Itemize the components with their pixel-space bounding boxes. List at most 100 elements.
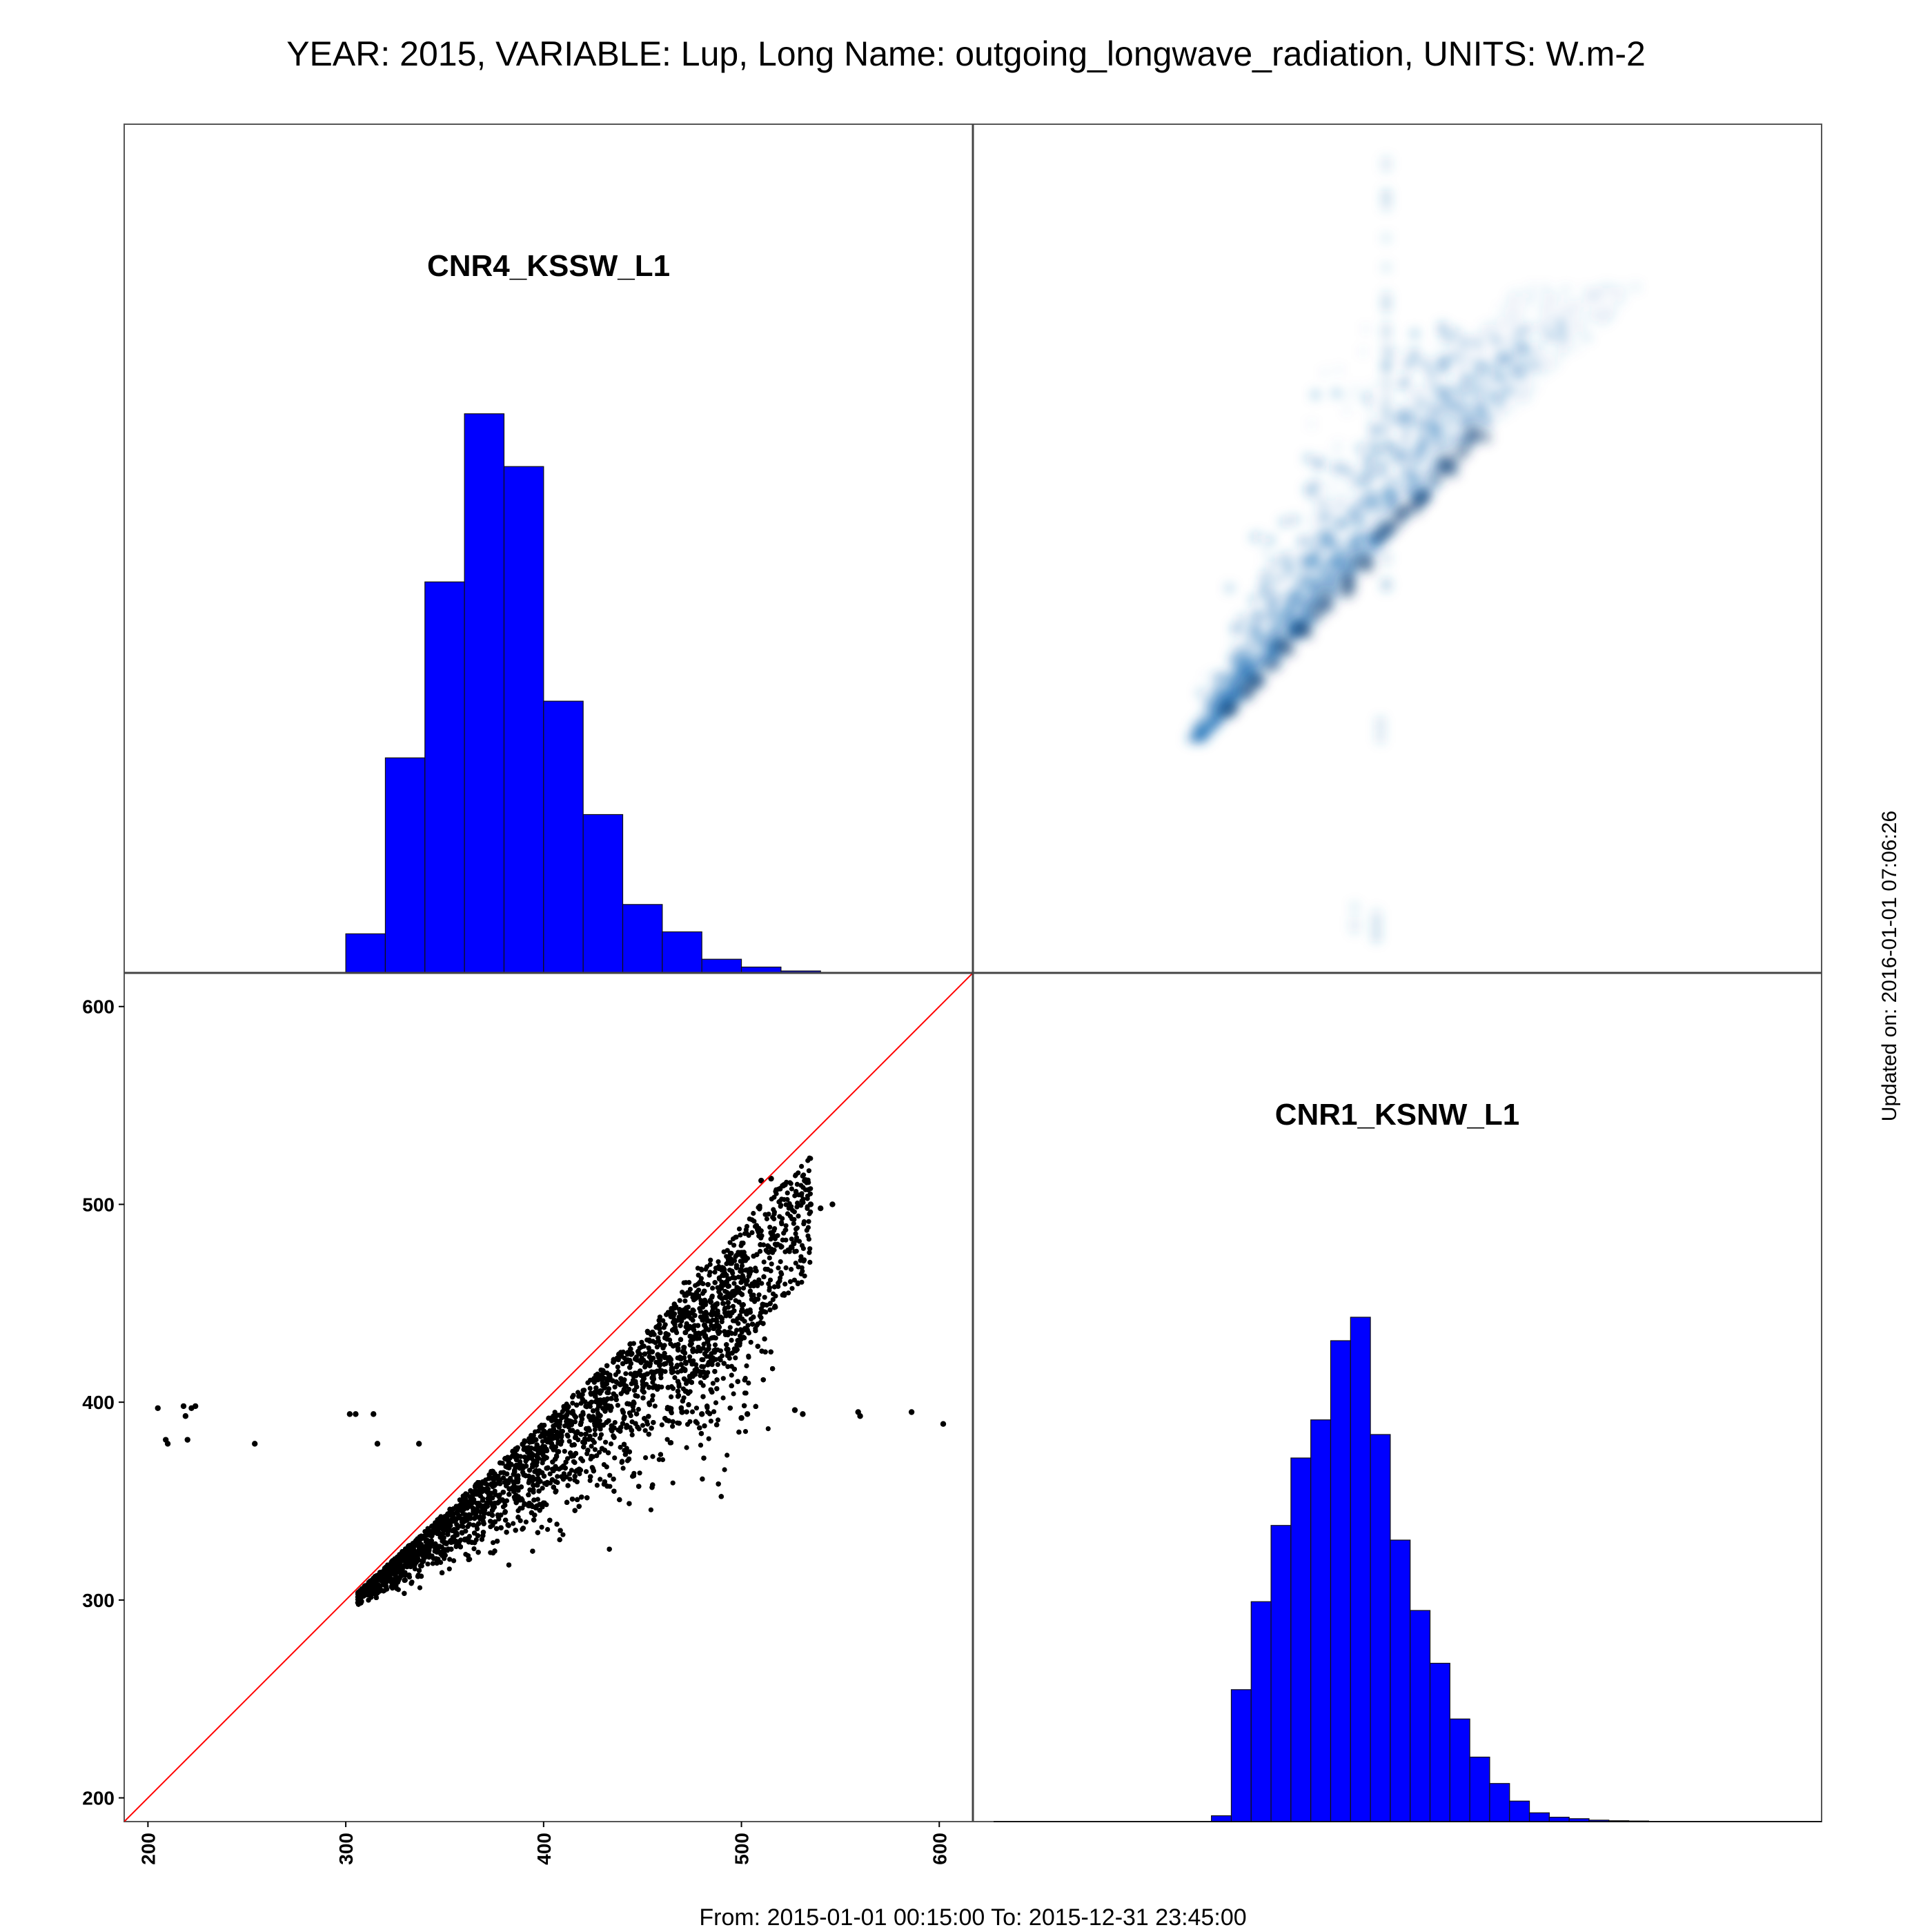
density-cell — [1620, 284, 1628, 292]
density-cell — [1419, 420, 1426, 428]
density-cell — [1343, 406, 1351, 414]
density-cell — [1358, 518, 1366, 525]
density-cell — [1513, 350, 1521, 357]
density-outlier — [1383, 584, 1390, 591]
updated-on-label: Updated on: 2016-01-01 07:06:26 — [1878, 811, 1901, 1121]
density-cell — [1572, 326, 1579, 334]
density-cell — [1584, 296, 1591, 304]
density-cell — [1265, 631, 1273, 639]
density-cell — [1312, 577, 1320, 584]
density-cell — [1354, 503, 1362, 511]
density-cell — [1527, 362, 1535, 369]
density-cell — [1458, 433, 1466, 441]
density-cell — [1236, 671, 1244, 678]
density-cell — [1311, 541, 1319, 549]
density-cell — [1488, 365, 1496, 373]
density-outlier — [1383, 394, 1390, 402]
density-cell — [1470, 360, 1477, 368]
density-cell — [1308, 564, 1316, 572]
density-cell — [1457, 358, 1465, 366]
density-cell — [1255, 611, 1263, 618]
density-cell — [1582, 304, 1590, 312]
density-cell — [1437, 361, 1445, 368]
density-cell — [1202, 697, 1210, 704]
density-cell — [1426, 412, 1434, 420]
density-cell — [1473, 332, 1481, 339]
density-cell — [1464, 407, 1472, 415]
density-cell — [1512, 392, 1520, 400]
density-cell — [1441, 366, 1449, 373]
density-cell — [1515, 384, 1523, 391]
density-outlier — [1351, 925, 1359, 933]
density-cell — [1271, 560, 1279, 567]
density-cell — [1490, 383, 1498, 391]
density-core-spot — [1226, 698, 1241, 713]
density-cell — [1385, 349, 1392, 357]
density-cell — [1601, 317, 1608, 325]
density-cell — [1221, 693, 1229, 700]
density-cell — [1397, 347, 1405, 355]
density-cell — [1274, 575, 1281, 583]
density-cell — [1277, 618, 1285, 625]
density-cell — [1382, 422, 1390, 430]
density-cell — [1299, 538, 1306, 545]
density-cell — [1290, 611, 1298, 618]
density-cell — [1347, 542, 1354, 549]
density-cell — [1419, 415, 1426, 423]
density-cell — [1415, 362, 1423, 369]
density-cell — [1459, 351, 1466, 359]
density-cell — [1390, 491, 1398, 498]
density-cell — [1203, 673, 1210, 681]
density-cell — [1372, 449, 1380, 457]
density-outlier — [1351, 917, 1359, 925]
density-cell — [1285, 600, 1292, 608]
density-cell — [1340, 469, 1348, 477]
density-cell — [1391, 496, 1399, 504]
density-cell — [1403, 478, 1411, 486]
density-cell — [1356, 498, 1363, 506]
histogram-bar — [345, 933, 386, 974]
density-cell — [1334, 549, 1341, 556]
density-cell — [1441, 386, 1449, 393]
density-cell — [1499, 411, 1506, 419]
density-cell — [1560, 286, 1568, 294]
density-cell — [1257, 654, 1265, 662]
density-cell — [1439, 322, 1446, 330]
density-core-spot — [1340, 585, 1354, 600]
density-cell — [1308, 549, 1315, 556]
density-outlier — [1351, 903, 1359, 911]
density-outlier — [1383, 357, 1390, 365]
density-cell — [1435, 386, 1442, 394]
density-cell — [1458, 391, 1466, 398]
density-cell — [1490, 413, 1498, 421]
density-outlier — [1372, 927, 1380, 934]
density-cell — [1334, 573, 1341, 580]
density-cell — [1508, 404, 1516, 412]
histogram-bar — [503, 466, 544, 974]
density-cell — [1303, 613, 1311, 621]
density-cell — [1312, 493, 1319, 501]
density-cell — [1490, 388, 1498, 396]
density-cell — [1241, 646, 1248, 653]
density-cell — [1392, 450, 1400, 457]
density-cell — [1225, 693, 1232, 700]
density-cell — [1336, 366, 1343, 374]
density-cell — [1360, 540, 1368, 547]
density-cell — [1432, 458, 1439, 466]
density-cell — [1223, 697, 1231, 704]
density-cell — [1472, 388, 1480, 396]
density-cell — [1555, 331, 1563, 339]
density-cell — [1517, 312, 1524, 319]
density-cell — [1311, 593, 1319, 601]
density-cell — [1477, 424, 1485, 432]
density-cell — [1394, 477, 1402, 485]
density-cell — [1232, 656, 1239, 663]
density-cell — [1198, 716, 1205, 723]
density-cell — [1537, 362, 1545, 369]
density-cell — [1585, 333, 1593, 341]
density-cell — [1267, 609, 1274, 617]
density-cell — [1475, 399, 1483, 406]
density-cell — [1478, 368, 1486, 376]
density-cell — [1538, 325, 1546, 333]
density-core-spot — [1268, 656, 1283, 671]
